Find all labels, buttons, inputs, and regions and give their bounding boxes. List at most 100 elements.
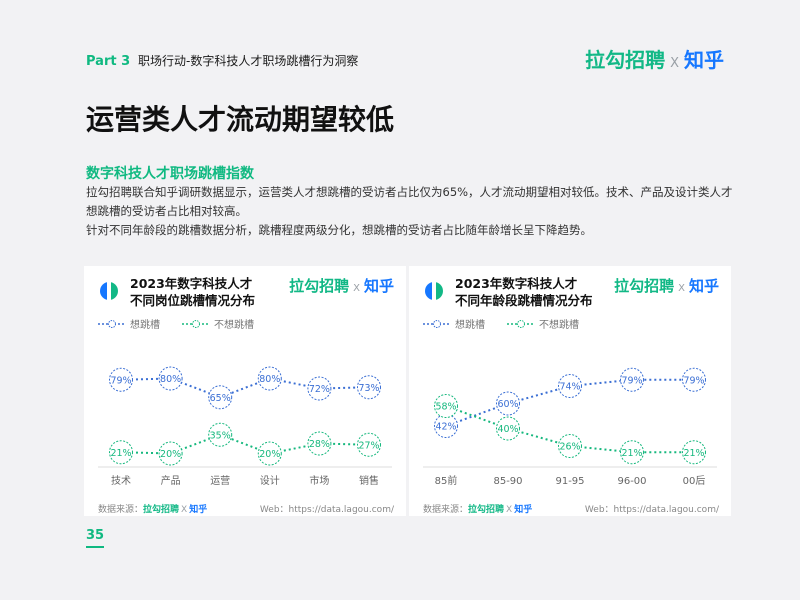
data-label: 21% (110, 448, 131, 459)
data-label: 27% (358, 440, 379, 451)
web-source: Web：https://data.lagou.com/ (584, 505, 719, 515)
data-point (357, 375, 381, 400)
page-number: 35 (86, 528, 105, 543)
x-tick-label: 00后 (683, 475, 706, 487)
x-tick-label: 产品 (161, 474, 181, 487)
data-label: 28% (309, 439, 330, 450)
legend-item: 不想跳槽 (182, 318, 254, 331)
data-point (620, 440, 644, 465)
data-point (158, 366, 183, 391)
source-prefix: 数据来源： (98, 505, 144, 515)
data-label: 80% (160, 374, 181, 385)
legend-item: 想跳槽 (98, 318, 160, 331)
legend-label: 不想跳槽 (539, 318, 579, 331)
brand-x: X (353, 283, 360, 294)
brand-logo-top: 拉勾招聘 X 知乎 (585, 44, 724, 73)
data-label: 72% (309, 384, 330, 395)
x-tick-label: 85前 (435, 474, 458, 487)
legend-item: 不想跳槽 (507, 318, 579, 331)
legend-label: 想跳槽 (455, 318, 485, 331)
data-label: 73% (358, 383, 379, 394)
legend-marker (517, 320, 525, 328)
x-tick-label: 85-90 (493, 476, 522, 487)
data-point (620, 367, 644, 392)
legend-marker (108, 320, 116, 328)
data-label: 79% (683, 375, 704, 386)
lagou-brand: 拉勾招聘 (143, 505, 180, 515)
data-label: 21% (621, 448, 642, 459)
brand-x: X (181, 505, 188, 515)
legend-label: 不想跳槽 (214, 318, 254, 331)
data-point (496, 391, 520, 416)
data-label: 65% (210, 393, 231, 404)
x-tick-label: 销售 (359, 474, 379, 487)
lagou-brand: 拉勾招聘 (289, 277, 350, 295)
data-point (682, 367, 706, 392)
chart-title-line-1: 2023年数字科技人才 (455, 276, 578, 291)
data-label: 20% (259, 449, 280, 460)
chart-title-line-2: 不同岗位跳槽情况分布 (130, 293, 256, 308)
chart-logo-icon (425, 282, 443, 300)
chart-title: 2023年数字科技人才 不同岗位跳槽情况分布 (130, 275, 255, 309)
source-brand: 拉勾招聘 X 知乎 (468, 505, 532, 515)
web-source: Web：https://data.lagou.com/ (259, 505, 394, 515)
lagou-brand: 拉勾招聘 (614, 277, 675, 295)
chart-title-line-1: 2023年数字科技人才 (130, 276, 253, 291)
data-point (434, 394, 458, 418)
source-brand: 拉勾招聘 X 知乎 (143, 505, 207, 515)
chart-title-line-2: 不同年龄段跳槽情况分布 (455, 293, 593, 308)
data-point (109, 440, 133, 465)
chart-title: 2023年数字科技人才 不同年龄段跳槽情况分布 (455, 275, 593, 309)
data-label: 79% (621, 375, 642, 386)
data-label: 20% (160, 449, 181, 460)
zhihu-brand: 知乎 (189, 505, 208, 515)
data-point (496, 416, 520, 441)
line-chart-position: 想跳槽 不想跳槽 79% 80% 65% 80% 72% 73% 21% 20% 35% 20% 28%… (98, 318, 392, 487)
chart-card-age: 2023年数字科技人才 不同年龄段跳槽情况分布 拉勾招聘 X 知乎 想跳槽 不想跳槽 4… (409, 266, 731, 516)
x-tick-label: 91-95 (555, 476, 584, 487)
data-point (682, 440, 706, 465)
x-tick-label: 技术 (111, 474, 131, 487)
series-line-1 (120, 377, 370, 399)
legend-marker (433, 320, 441, 328)
data-point (257, 441, 282, 466)
data-label: 60% (497, 399, 518, 410)
data-point (158, 441, 183, 466)
legend-item: 想跳槽 (423, 318, 485, 331)
brand-x: X (506, 505, 513, 515)
x-tick-label: 市场 (309, 474, 329, 487)
zhihu-brand: 知乎 (688, 277, 719, 295)
lagou-brand: 拉勾招聘 (468, 505, 505, 515)
card-brand-logo: 拉勾招聘 X 知乎 (289, 275, 394, 296)
paragraph-1: 拉勾招聘联合知乎调研数据显示，运营类人才想跳槽的受访者占比仅为65%，人才流动期… (86, 185, 733, 218)
data-point (257, 366, 282, 391)
data-label: 74% (559, 382, 580, 393)
line-chart-age: 想跳槽 不想跳槽 42% 60% 74% 79% 79% 58% 40% 26% 21% 21% 85前… (423, 318, 717, 487)
zhihu-brand: 知乎 (684, 48, 724, 72)
data-label: 35% (210, 430, 231, 441)
data-label: 21% (683, 448, 704, 459)
data-label: 79% (110, 375, 131, 386)
data-label: 58% (435, 402, 456, 413)
brand-x: X (670, 56, 679, 71)
x-tick-label: 96-00 (617, 476, 646, 487)
data-point (109, 367, 133, 392)
lagou-brand: 拉勾招聘 (585, 48, 666, 72)
data-point (357, 432, 381, 457)
series-line-2 (120, 433, 370, 455)
source-label: 数据来源：拉勾招聘 X 知乎 (423, 502, 532, 515)
data-point (558, 374, 582, 398)
x-tick-label: 运营 (210, 474, 230, 487)
card-brand-logo: 拉勾招聘 X 知乎 (614, 275, 719, 296)
part-label: Part 3 (86, 54, 131, 69)
source-label: 数据来源：拉勾招聘 X 知乎 (98, 502, 207, 515)
data-point (208, 422, 233, 447)
section-title: 数字科技人才职场跳槽指数 (86, 166, 254, 182)
chart-logo-icon (100, 282, 118, 300)
zhihu-brand: 知乎 (363, 277, 394, 295)
data-label: 80% (259, 374, 280, 385)
paragraph-2: 针对不同年龄段的跳槽数据分析，跳槽程度两级分化，想跳槽的受访者占比随年龄增长呈下… (86, 223, 592, 237)
data-point (307, 431, 332, 456)
header-part: Part 3 职场行动-数字科技人才职场跳槽行为洞察 (86, 52, 358, 69)
chart-card-position: 2023年数字科技人才 不同岗位跳槽情况分布 拉勾招聘 X 知乎 想跳槽 不想跳槽 79… (84, 266, 406, 516)
